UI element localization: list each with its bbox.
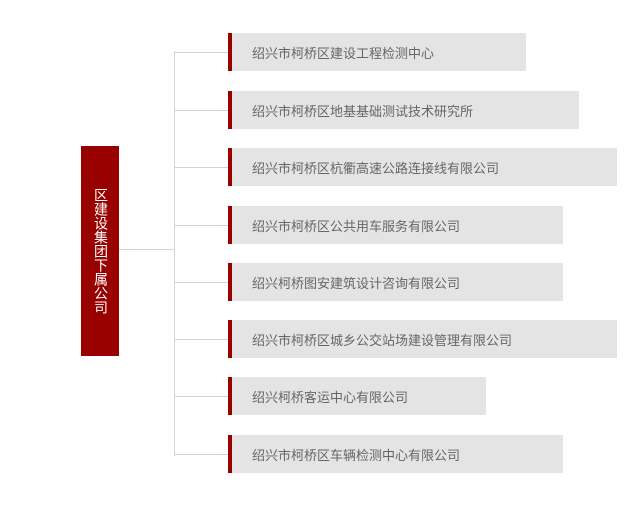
child-label: 绍兴市柯桥区地基基础测试技术研究所 xyxy=(252,104,474,120)
child-label: 绍兴市柯桥区建设工程检测中心 xyxy=(252,46,435,62)
child-label: 绍兴市柯桥区公共用车服务有限公司 xyxy=(252,219,461,235)
child-node[interactable]: 绍兴市柯桥区建设工程检测中心 xyxy=(228,33,526,71)
child-label: 绍兴柯桥客运中心有限公司 xyxy=(252,390,409,406)
branch-line xyxy=(174,225,228,226)
child-label: 绍兴市柯桥区杭衢高速公路连接线有限公司 xyxy=(252,161,500,177)
branch-line xyxy=(174,282,228,283)
branch-line xyxy=(174,110,228,111)
branch-line xyxy=(174,339,228,340)
child-label: 绍兴市柯桥区车辆检测中心有限公司 xyxy=(252,448,461,464)
root-connector xyxy=(119,249,174,250)
branch-line xyxy=(174,454,228,455)
child-node[interactable]: 绍兴市柯桥区城乡公交站场建设管理有限公司 xyxy=(228,320,617,358)
child-label: 绍兴柯桥图安建筑设计咨询有限公司 xyxy=(252,276,461,292)
child-node[interactable]: 绍兴市柯桥区公共用车服务有限公司 xyxy=(228,206,563,244)
branch-line xyxy=(174,52,228,53)
child-node[interactable]: 绍兴市柯桥区杭衢高速公路连接线有限公司 xyxy=(228,148,617,186)
child-node[interactable]: 绍兴市柯桥区车辆检测中心有限公司 xyxy=(228,435,563,473)
child-label: 绍兴市柯桥区城乡公交站场建设管理有限公司 xyxy=(252,333,513,349)
root-node: 区建设集团下属公司 xyxy=(81,146,119,356)
branch-line xyxy=(174,167,228,168)
root-label: 区建设集团下属公司 xyxy=(92,188,108,314)
trunk-line xyxy=(174,51,175,456)
branch-line xyxy=(174,396,228,397)
child-node[interactable]: 绍兴市柯桥区地基基础测试技术研究所 xyxy=(228,91,579,129)
child-node[interactable]: 绍兴柯桥客运中心有限公司 xyxy=(228,377,486,415)
child-node[interactable]: 绍兴柯桥图安建筑设计咨询有限公司 xyxy=(228,263,563,301)
